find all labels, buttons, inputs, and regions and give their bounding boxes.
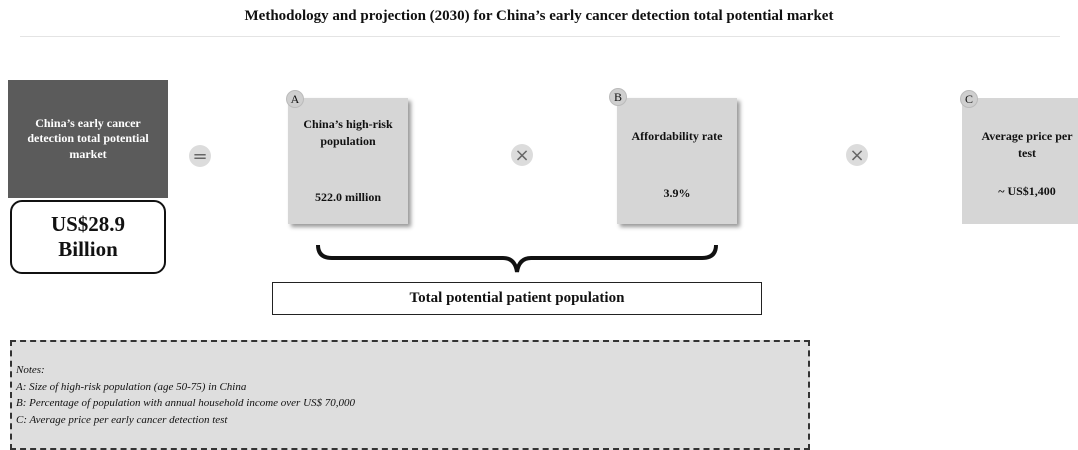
operator: × <box>846 144 868 166</box>
factor-label: China’s high-risk population <box>303 117 393 148</box>
factor-letter: A <box>286 90 304 108</box>
factor-label: Average price per test <box>981 129 1073 160</box>
note-line: C: Average price per early cancer detect… <box>16 413 228 426</box>
factor-box: Affordability rate 3.9% <box>617 98 737 224</box>
note-line: B: Percentage of population with annual … <box>16 397 356 409</box>
operator: × <box>511 144 533 166</box>
factor-box: Average price per test ~ US$1,400 <box>962 98 1078 224</box>
result-label: China’s early cancer detection total pot… <box>8 80 168 198</box>
note-line: A: Size of high-risk population (age 50-… <box>16 380 247 393</box>
brace-label: Total potential patient population <box>272 282 762 315</box>
factor-letter: B <box>609 88 627 106</box>
factor-value: 522.0 million <box>314 190 381 204</box>
factor-letter: C <box>960 90 978 108</box>
page: Methodology and projection (2030) for Ch… <box>8 8 1078 450</box>
notes-title: Notes: <box>16 364 45 376</box>
separator <box>20 36 1060 37</box>
title: Methodology and projection (2030) for Ch… <box>244 8 834 24</box>
brace <box>316 244 718 273</box>
result-value: US$28.9 Billion <box>10 200 166 274</box>
factor-value: ~ US$1,400 <box>998 184 1056 198</box>
factor-box: China’s high-risk population 522.0 milli… <box>288 98 408 224</box>
operator: = <box>189 145 211 167</box>
factor-label: Affordability rate <box>631 129 723 143</box>
notes: Notes: A: Size of high-risk population (… <box>10 340 810 450</box>
factor-value: 3.9% <box>663 186 691 200</box>
